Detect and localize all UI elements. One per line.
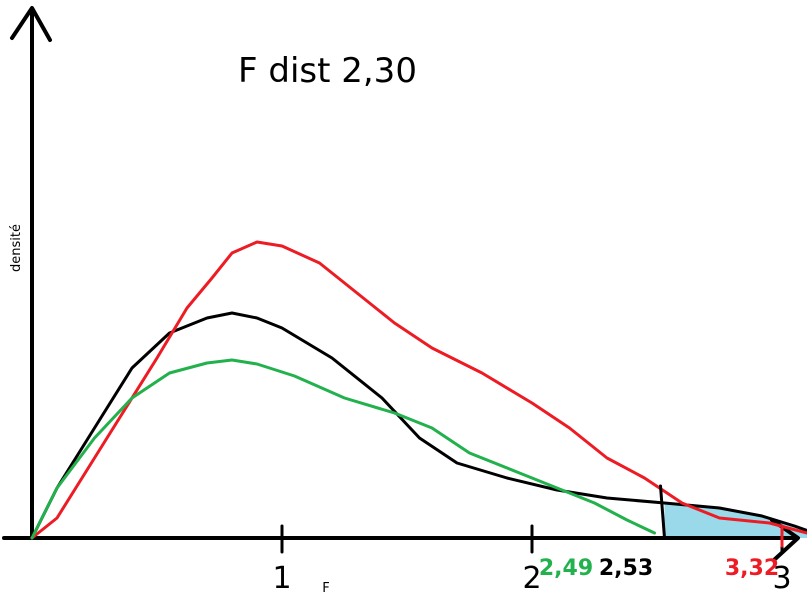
critical-value-label: 3,32 [725, 556, 779, 581]
x-tick-label: 3 [772, 561, 791, 596]
y-axis-arrow [10, 6, 52, 42]
critical-line [659, 484, 666, 540]
series-layer [30, 240, 807, 540]
density-curve-3 [30, 358, 656, 540]
critical-value-label: 2,49 [539, 556, 593, 581]
density-curve-1 [30, 311, 807, 540]
y-axis-label: densité [9, 224, 24, 272]
density-curve-2 [30, 240, 807, 540]
chart-title: F dist 2,30 [238, 51, 417, 91]
critical-value-label: 2,53 [599, 556, 653, 581]
critical-values-layer: 2,49 2,53 3,32 [539, 484, 784, 581]
x-tick-label: 1 [272, 561, 291, 596]
x-tick-label: 2 [522, 561, 541, 596]
x-axis-label: F [322, 581, 329, 596]
